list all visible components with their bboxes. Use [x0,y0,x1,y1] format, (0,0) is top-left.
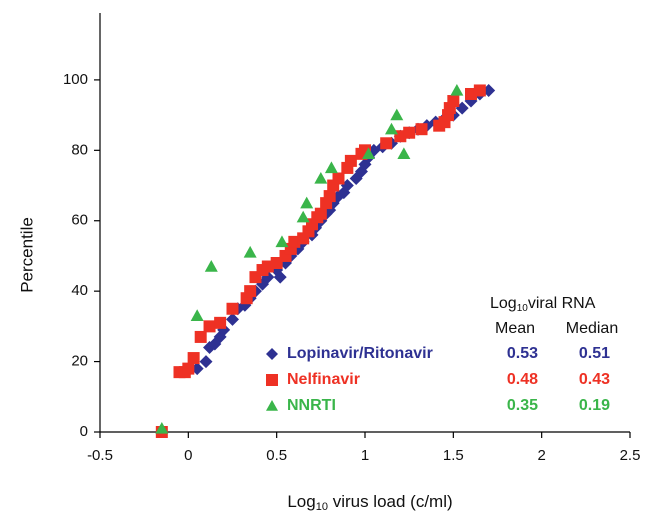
point [204,260,218,272]
point [362,147,376,160]
point [473,84,486,97]
x-tick-label: 1.5 [443,447,464,464]
point [273,270,287,284]
point [155,421,169,434]
legend-mean: 0.53 [507,345,538,362]
x-label-part: virus load (c/ml) [328,492,453,511]
point [447,95,460,108]
point [199,355,213,369]
point [203,320,216,333]
legend-marker [266,348,278,360]
x-label-part: Log [287,492,315,511]
legend-median: 0.51 [579,345,610,362]
y-tick-label: 40 [71,282,88,299]
point [324,161,338,174]
legend-label: NNRTI [287,397,336,414]
point [323,190,336,203]
y-tick-label: 80 [71,141,88,158]
point [187,352,200,365]
legend-mean: 0.35 [507,397,538,414]
point [182,362,195,375]
point [243,245,257,258]
x-tick-label: 0 [184,447,192,464]
point [244,285,257,298]
point [214,316,227,329]
point [314,171,328,184]
x-tick-label: 0.5 [266,447,287,464]
legend-median: 0.43 [579,371,610,388]
legend-header-subscript: 10 [517,303,529,314]
point [415,123,428,136]
point [296,210,310,223]
legend-marker [266,374,278,386]
point [403,126,416,139]
point [194,330,207,343]
x-tick-label: 1 [361,447,369,464]
x-axis-label: Log10 virus load (c/ml) [287,492,452,512]
point [390,108,404,121]
y-tick-label: 0 [80,423,88,440]
point [226,302,239,315]
y-tick-label: 60 [71,212,88,229]
x-label-subscript: 10 [316,501,328,513]
x-tick-label: 2 [537,447,545,464]
y-axis-label: Percentile [17,217,36,293]
point [385,122,398,135]
legend-marker [266,400,278,411]
legend-header-part: viral RNA [528,295,596,312]
point [300,196,314,209]
x-tick-label: 2.5 [620,447,641,464]
legend-header: Log10viral RNA [490,295,596,313]
legend-header-part: Log [490,295,517,312]
point [226,312,239,326]
point [397,147,411,160]
y-tick-label: 20 [71,353,88,370]
y-tick-label: 100 [63,71,88,88]
point [380,137,393,150]
legend-column: Mean [495,320,535,337]
point [344,154,357,167]
x-tick-label: -0.5 [87,447,113,464]
legend-column: Median [566,320,618,337]
point [314,207,327,220]
legend-label: Nelfinavir [287,371,360,388]
point [332,172,345,185]
point [450,83,464,96]
legend-mean: 0.48 [507,371,538,388]
point [190,309,204,322]
point [275,235,289,248]
legend-label: Lopinavir/Ritonavir [287,345,433,362]
legend-median: 0.19 [579,397,610,414]
